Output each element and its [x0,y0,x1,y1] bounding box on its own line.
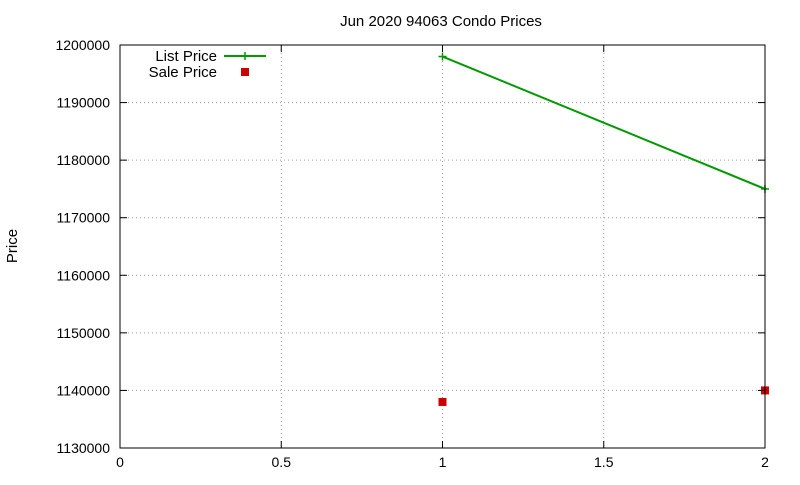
legend-marker-list-price [241,52,249,60]
sale-price-point [438,397,447,406]
y-tick-label: 1160000 [57,267,111,283]
x-tick-label: 2 [761,454,769,470]
y-tick-label: 1170000 [57,210,111,226]
y-tick-label: 1140000 [57,382,111,398]
list-price-point [438,52,447,61]
y-tick-label: 1200000 [55,37,110,53]
tick-layer: 1130000 1140000 1150000 1160000 1170000 11800… [55,37,769,470]
grid-layer [120,45,765,448]
legend-label: Sale Price [149,64,217,81]
y-tick-label: 1150000 [57,325,111,341]
y-tick-label: 1130000 [57,440,111,456]
list-price-line [442,55,766,190]
x-tick-label: 0 [116,454,124,470]
x-tick-label: 0.5 [272,454,292,470]
x-tick-label: 1.5 [594,454,614,470]
chart-title: Jun 2020 94063 Condo Prices [340,13,542,30]
legend-marker-sale-price [241,68,249,76]
x-tick-label: 1 [439,454,447,470]
y-axis-label: Price [4,229,21,263]
y-tick-label: 1190000 [57,95,111,111]
y-tick-label: 1180000 [57,152,111,168]
legend-label: List Price [155,48,217,65]
